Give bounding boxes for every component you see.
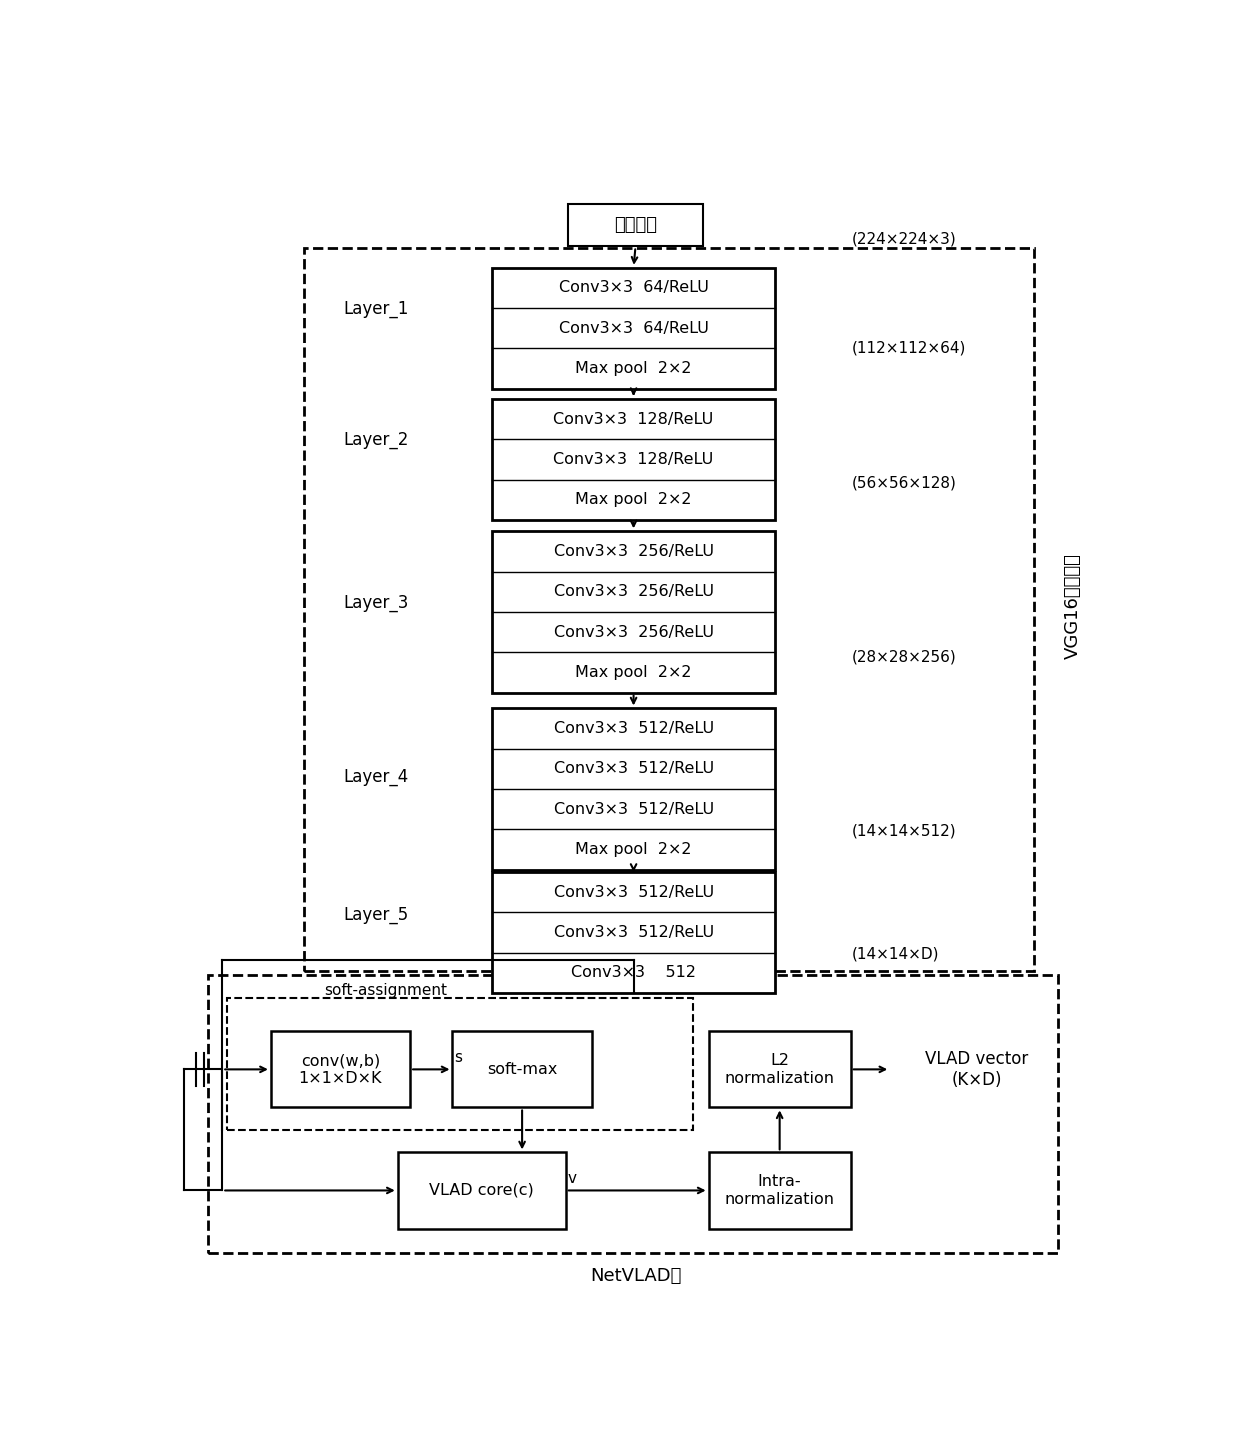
Bar (568, 204, 703, 246)
Text: VLAD core(c): VLAD core(c) (429, 1182, 534, 1198)
Text: Conv3×3  512/ReLU: Conv3×3 512/ReLU (553, 761, 714, 776)
Text: Conv3×3  256/ReLU: Conv3×3 256/ReLU (553, 584, 713, 600)
Text: (14×14×512): (14×14×512) (852, 823, 956, 839)
Bar (492, 872, 775, 993)
Bar (270, 1031, 410, 1108)
Text: Conv3×3  256/ReLU: Conv3×3 256/ReLU (553, 545, 713, 559)
Bar (708, 1152, 851, 1229)
Text: Conv3×3  64/ReLU: Conv3×3 64/ReLU (559, 281, 708, 296)
Text: Conv3×3  64/ReLU: Conv3×3 64/ReLU (559, 320, 708, 336)
Text: Max pool  2×2: Max pool 2×2 (575, 492, 692, 507)
Text: Conv3×3  512/ReLU: Conv3×3 512/ReLU (553, 925, 714, 941)
Text: s: s (454, 1050, 461, 1064)
Text: Max pool  2×2: Max pool 2×2 (575, 665, 692, 680)
Bar (492, 709, 775, 869)
Text: (56×56×128): (56×56×128) (852, 476, 956, 491)
Bar (208, 976, 1058, 1254)
Bar (453, 1031, 591, 1108)
Text: Layer_4: Layer_4 (343, 767, 409, 786)
Text: Conv3×3  512/ReLU: Conv3×3 512/ReLU (553, 885, 714, 900)
Text: NetVLAD层: NetVLAD层 (590, 1267, 681, 1284)
Text: (224×224×3): (224×224×3) (852, 232, 956, 246)
Text: Conv3×3    512: Conv3×3 512 (572, 965, 696, 980)
Bar (227, 997, 693, 1130)
Text: Conv3×3  512/ReLU: Conv3×3 512/ReLU (553, 802, 714, 817)
Text: soft-max: soft-max (487, 1061, 557, 1077)
Bar (492, 399, 775, 520)
Text: v: v (568, 1171, 577, 1185)
Text: (28×28×256): (28×28×256) (852, 649, 956, 664)
Text: conv(w,b)
1×1×D×K: conv(w,b) 1×1×D×K (299, 1053, 382, 1086)
Bar (492, 531, 775, 693)
Text: Conv3×3  128/ReLU: Conv3×3 128/ReLU (553, 412, 714, 427)
Text: Layer_2: Layer_2 (343, 431, 409, 450)
Text: soft-assignment: soft-assignment (324, 983, 448, 999)
Text: Max pool  2×2: Max pool 2×2 (575, 361, 692, 376)
Text: Max pool  2×2: Max pool 2×2 (575, 842, 692, 858)
Text: Conv3×3  256/ReLU: Conv3×3 256/ReLU (553, 625, 713, 639)
Bar (398, 1152, 565, 1229)
Text: (112×112×64): (112×112×64) (852, 341, 966, 357)
Text: VGG16部分结构: VGG16部分结构 (1064, 553, 1081, 660)
Text: Conv3×3  512/ReLU: Conv3×3 512/ReLU (553, 721, 714, 737)
Text: Layer_3: Layer_3 (343, 594, 409, 612)
Text: Layer_1: Layer_1 (343, 300, 409, 319)
Text: L2
normalization: L2 normalization (724, 1053, 835, 1086)
Text: Intra-
normalization: Intra- normalization (724, 1174, 835, 1207)
Text: (14×14×D): (14×14×D) (852, 946, 939, 961)
Text: 输入图像: 输入图像 (614, 215, 657, 234)
Text: VLAD vector
(K×D): VLAD vector (K×D) (925, 1050, 1028, 1089)
Bar (492, 268, 775, 389)
Bar (708, 1031, 851, 1108)
Bar (304, 248, 1034, 971)
Text: Conv3×3  128/ReLU: Conv3×3 128/ReLU (553, 451, 714, 467)
Text: Layer_5: Layer_5 (343, 906, 409, 923)
